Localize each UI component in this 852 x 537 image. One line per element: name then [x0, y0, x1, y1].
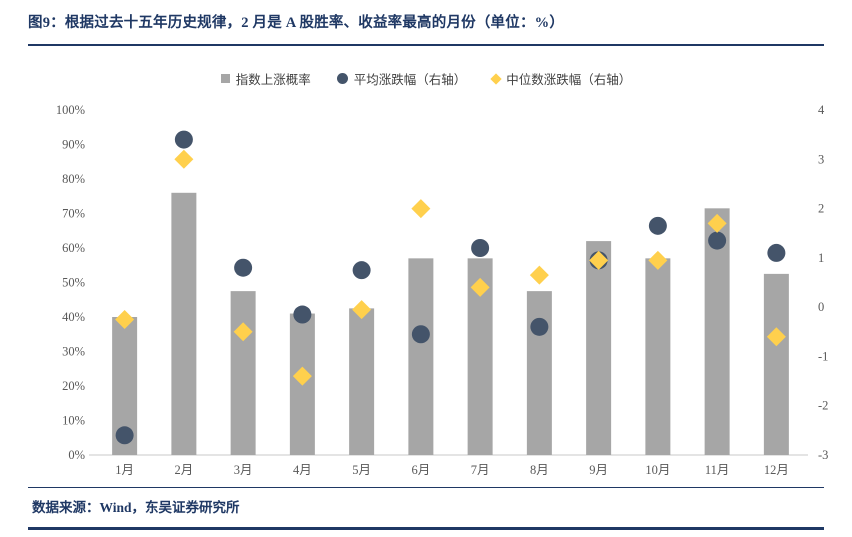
right-axis-tick: 3 [818, 152, 824, 166]
right-axis-tick: 1 [818, 251, 824, 265]
bottom-divider [28, 527, 824, 530]
monthly-seasonality-chart: 0% 10% 20% 30% 40% 50% 60% 70% 80% 90% 100% -3 -2 -1 0… [56, 103, 829, 477]
x-axis-label: 9月 [589, 463, 608, 477]
legend-label-probability: 指数上涨概率 [235, 73, 311, 87]
right-axis-tick: 4 [818, 103, 825, 117]
avg-change-dot [411, 325, 430, 344]
median-change-diamond [174, 149, 194, 169]
avg-change-dot [174, 130, 193, 149]
right-axis-tick: -3 [818, 448, 828, 462]
left-axis-tick: 60% [62, 241, 85, 255]
x-axis-label: 12月 [764, 463, 789, 477]
right-axis-tick: 2 [818, 202, 824, 216]
probability-bar [349, 308, 375, 455]
avg-change-dot [530, 317, 549, 336]
left-axis-tick: 30% [62, 345, 85, 359]
median-change-diamond [411, 199, 431, 219]
avg-change-dot [471, 239, 490, 257]
right-axis-tick: 0 [818, 300, 824, 314]
median-change-diamond [766, 327, 786, 347]
median-change-diamond [707, 213, 727, 233]
x-axis-label: 11月 [705, 463, 730, 477]
x-axis-label: 7月 [471, 463, 490, 477]
probability-bar [408, 258, 434, 455]
left-axis-tick: 0% [68, 448, 85, 462]
left-axis-tick: 10% [62, 414, 85, 428]
x-axis-label: 1月 [115, 463, 134, 477]
median-change-diamond [589, 250, 609, 270]
x-axis-label: 6月 [411, 463, 430, 477]
left-axis-tick: 90% [62, 138, 85, 152]
probability-bar [645, 258, 671, 455]
median-change-diamond [292, 366, 312, 386]
source-divider [28, 487, 824, 488]
legend-label-median: 中位数涨跌幅（右轴） [506, 73, 632, 87]
figure-title: 图9：根据过去十五年历史规律，2 月是 A 股胜率、收益率最高的月份（单位：%） [28, 15, 565, 31]
diamond-swatch-icon [490, 72, 502, 85]
legend-item-median: 中位数涨跌幅（右轴） [490, 69, 632, 88]
legend-item-probability: 指数上涨概率 [220, 69, 311, 88]
probability-bar [171, 192, 197, 456]
median-change-diamond [529, 265, 549, 285]
median-change-diamond [470, 277, 490, 297]
legend-item-average: 平均涨跌幅（右轴） [336, 69, 467, 88]
median-change-diamond [352, 300, 372, 320]
avg-change-dot [293, 305, 312, 324]
legend-label-average: 平均涨跌幅（右轴） [353, 73, 467, 87]
avg-change-dot [115, 426, 134, 445]
x-axis-label: 5月 [352, 463, 371, 477]
median-change-diamond [233, 322, 253, 342]
x-axis-label: 4月 [293, 463, 312, 477]
left-axis-tick: 100% [56, 103, 85, 117]
probability-bar [586, 241, 612, 455]
left-axis-tick: 20% [62, 379, 85, 393]
avg-change-dot [708, 231, 727, 250]
median-change-diamond [115, 309, 135, 329]
circle-swatch-icon [336, 73, 348, 84]
avg-change-dot [352, 261, 371, 280]
avg-change-dot [234, 258, 253, 277]
avg-change-dot [767, 243, 786, 262]
x-axis-label: 10月 [645, 463, 670, 477]
bar-swatch-icon [220, 74, 230, 83]
left-axis-tick: 50% [62, 276, 85, 290]
right-axis-tick: -2 [818, 399, 828, 413]
x-axis-label: 2月 [174, 463, 193, 477]
right-axis-tick: -1 [818, 349, 828, 363]
title-divider [28, 44, 824, 46]
data-source: 数据来源：Wind，东吴证券研究所 [32, 500, 240, 515]
probability-bar [526, 291, 552, 455]
probability-bar [230, 291, 256, 455]
probability-bar [763, 273, 789, 455]
avg-change-dot [648, 216, 667, 235]
left-axis-tick: 80% [62, 172, 85, 186]
median-change-diamond [648, 250, 668, 270]
x-axis-label: 8月 [530, 463, 549, 477]
left-axis-tick: 40% [62, 310, 85, 324]
x-axis-label: 3月 [234, 463, 253, 477]
chart-legend: 指数上涨概率 平均涨跌幅（右轴） 中位数涨跌幅（右轴） [0, 69, 852, 88]
left-axis-tick: 70% [62, 207, 85, 221]
